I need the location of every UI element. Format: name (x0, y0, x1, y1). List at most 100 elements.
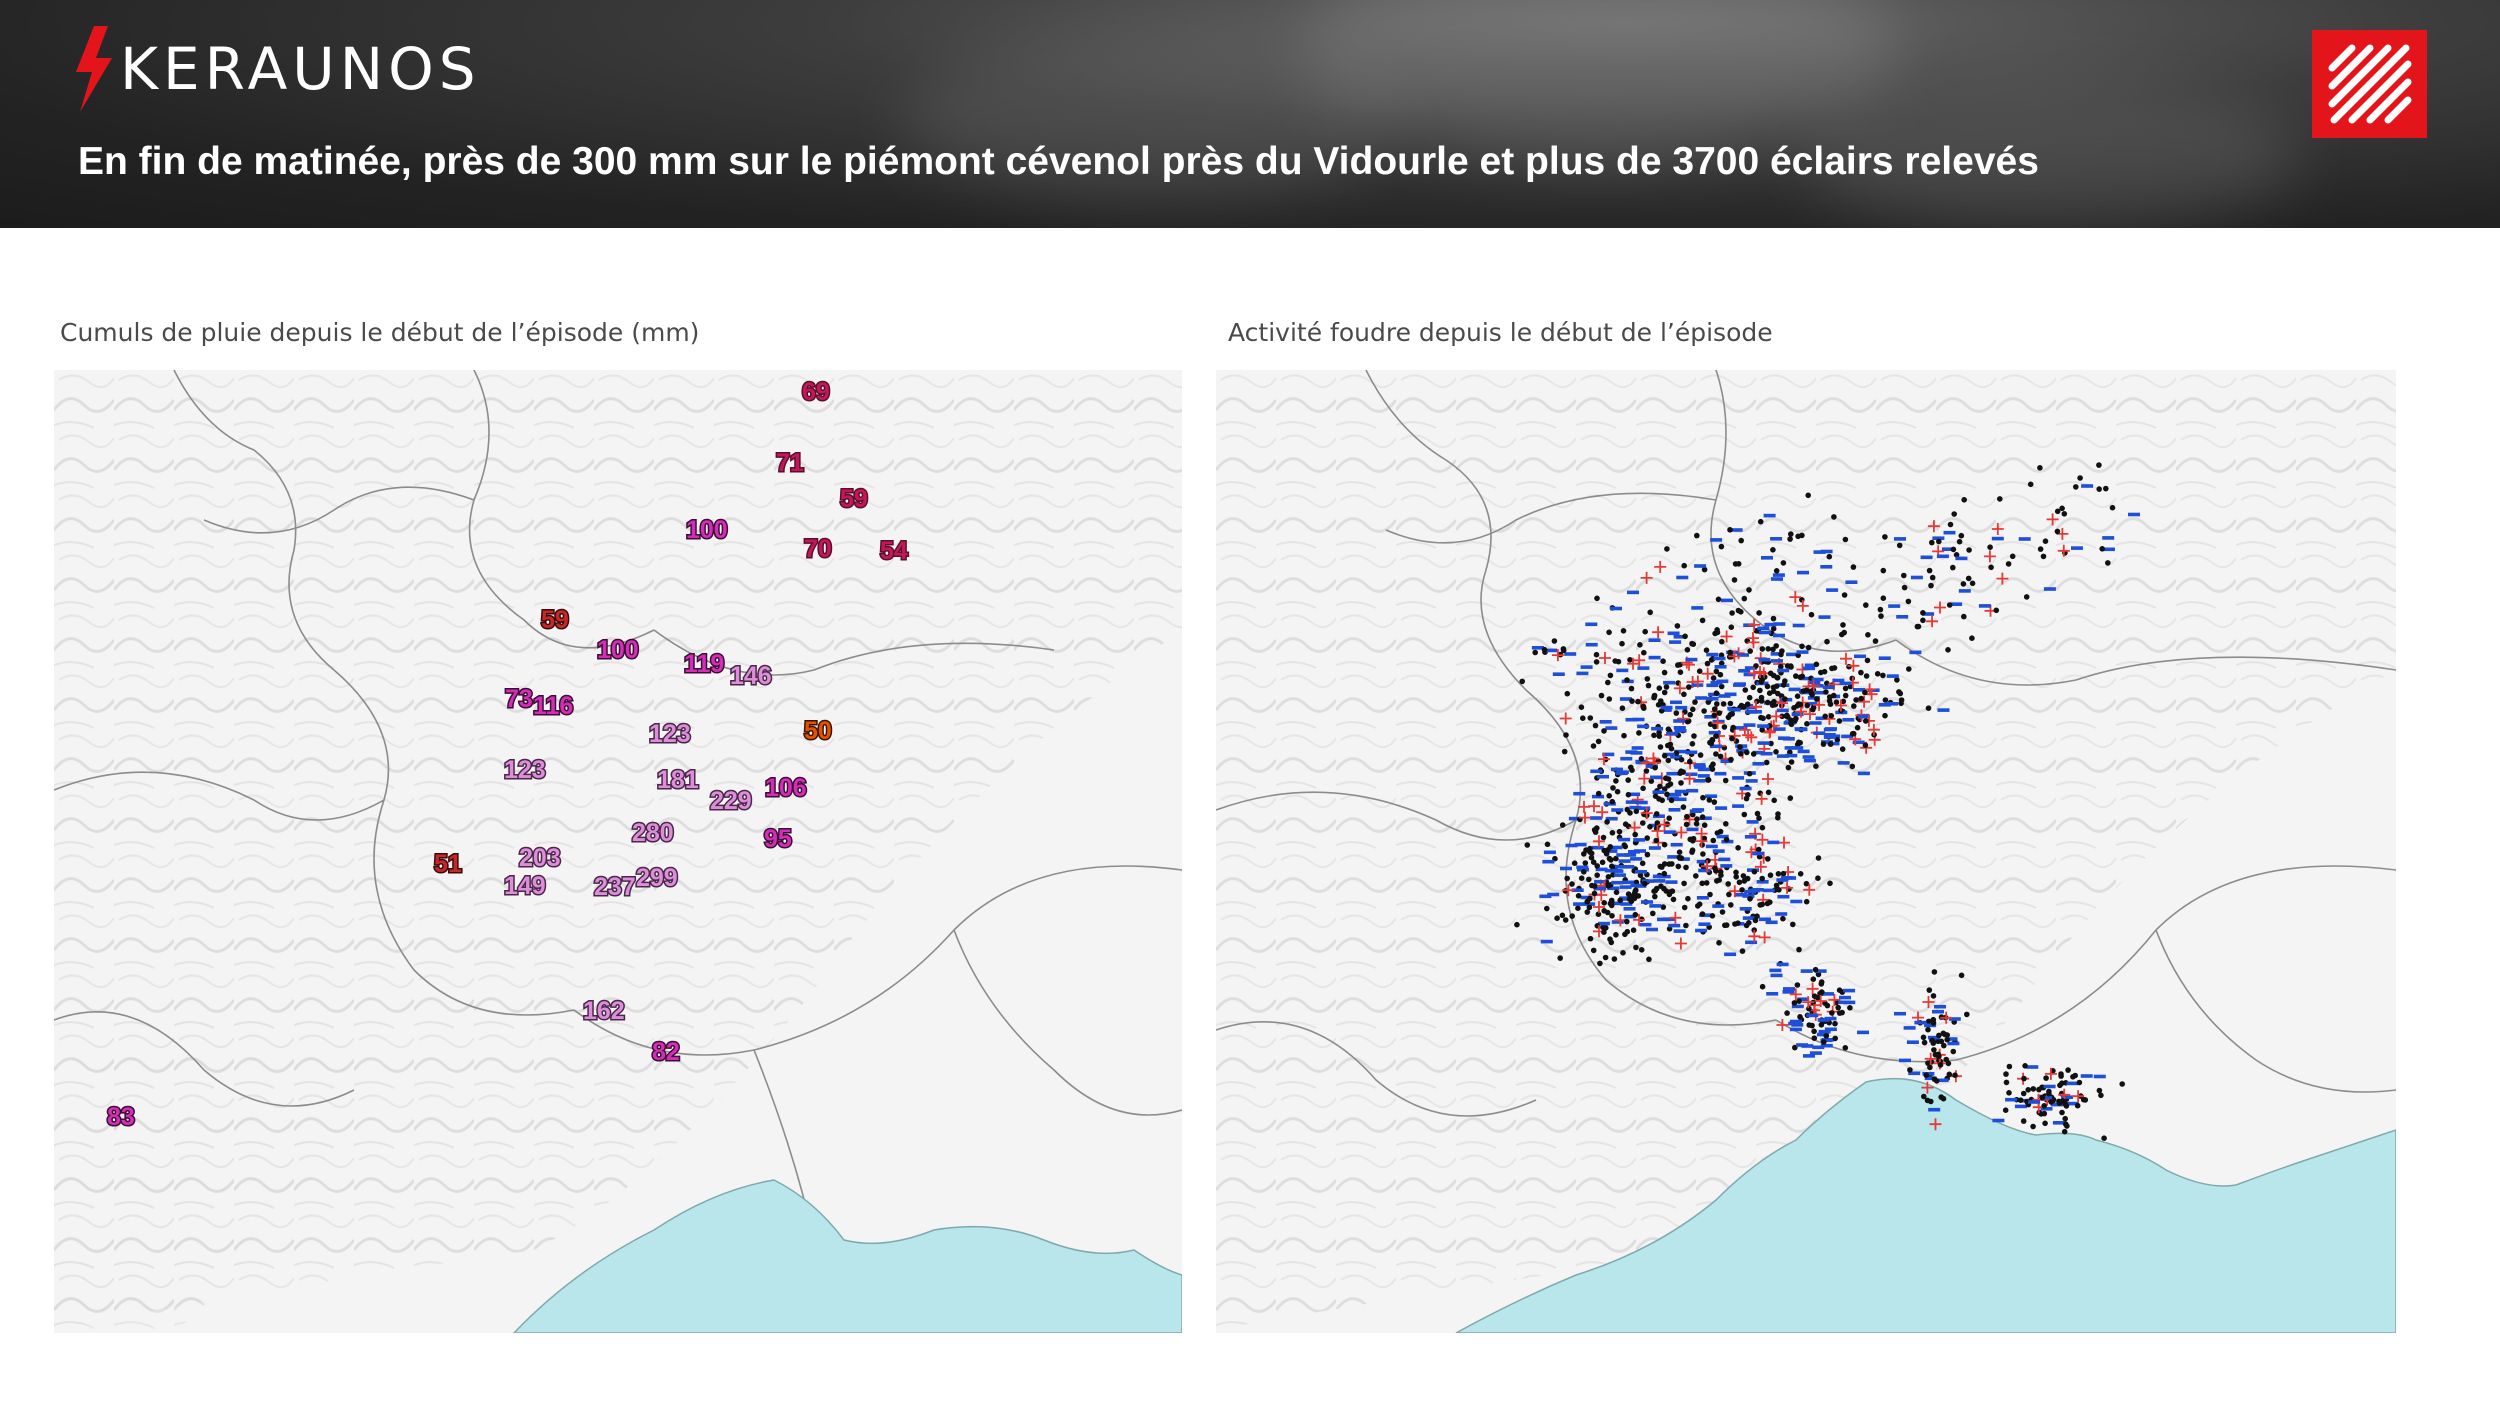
cloud-to-cloud-strike (1664, 546, 1670, 552)
negative-strike (1610, 845, 1623, 850)
rain-value-label: 181 (657, 766, 699, 794)
negative-strike (1932, 536, 1945, 540)
cloud-to-cloud-strike (1787, 749, 1793, 755)
negative-strike (1605, 726, 1618, 730)
negative-strike (1674, 729, 1687, 733)
sea (512, 1179, 1182, 1333)
negative-strike (1594, 886, 1607, 891)
negative-strike (1760, 751, 1773, 756)
negative-strike (1843, 988, 1856, 993)
cloud-to-cloud-strike (1771, 797, 1777, 804)
positive-strike (1701, 860, 1714, 873)
cloud-to-cloud-strike (1569, 881, 1575, 887)
cloud-to-cloud-strike (1699, 617, 1706, 624)
negative-strike (1736, 748, 1749, 753)
relief-shading (1216, 370, 2396, 1330)
brand-stripes-logo[interactable] (2312, 30, 2427, 138)
cloud-to-cloud-strike (1665, 742, 1671, 749)
cloud-to-cloud-strike (1933, 1078, 1940, 1084)
cloud-to-cloud-strike (2073, 484, 2079, 490)
negative-strike (1619, 885, 1632, 889)
cloud-to-cloud-strike (1794, 982, 1801, 988)
cloud-to-cloud-strike (1661, 689, 1668, 696)
cloud-to-cloud-strike (1652, 793, 1659, 799)
cloud-to-cloud-strike (1929, 539, 1935, 546)
cloud-to-cloud-strike (1901, 584, 1908, 591)
cloud-to-cloud-strike (1581, 869, 1587, 875)
cloud-to-cloud-strike (1644, 851, 1651, 858)
cloud-to-cloud-strike (1611, 956, 1618, 962)
negative-strike (1804, 663, 1817, 668)
cloud-to-cloud-strike (1759, 875, 1765, 882)
cloud-to-cloud-strike (1928, 582, 1934, 589)
cloud-to-cloud-strike (1673, 710, 1680, 716)
cloud-to-cloud-strike (1681, 880, 1687, 887)
cloud-to-cloud-strike (1648, 778, 1655, 784)
negative-strike (1697, 767, 1710, 772)
cloud-to-cloud-strike (1575, 893, 1582, 899)
negative-strike (2128, 512, 2140, 517)
cloud-to-cloud-strike (2006, 1063, 2013, 1070)
rain-value-label: 69 (802, 378, 830, 406)
cloud-to-cloud-strike (1571, 860, 1578, 866)
cloud-to-cloud-strike (1940, 1095, 1947, 1102)
negative-strike (1539, 894, 1552, 899)
cloud-to-cloud-strike (1544, 841, 1551, 848)
cloud-to-cloud-strike (1842, 536, 1849, 543)
cloud-to-cloud-strike (1637, 872, 1644, 879)
cloud-to-cloud-strike (1765, 789, 1772, 796)
negative-strike (1623, 907, 1636, 911)
positive-strike (1579, 811, 1591, 824)
keraunos-logo[interactable]: KERAUNOS (74, 26, 481, 112)
cloud-to-cloud-strike (1661, 841, 1668, 848)
negative-strike (1807, 696, 1820, 700)
cloud-to-cloud-strike (1906, 666, 1912, 672)
negative-strike (1619, 697, 1632, 701)
cloud-to-cloud-strike (1842, 692, 1849, 699)
cloud-to-cloud-strike (2101, 1135, 2107, 1141)
cloud-to-cloud-strike (1936, 538, 1942, 545)
cloud-to-cloud-strike (1828, 713, 1835, 719)
cloud-to-cloud-strike (1760, 715, 1766, 722)
rain-labels: 69 71 59 100 70 54 59 100 119 146 73 116 123 50 123 181… (106, 377, 910, 1133)
rain-map[interactable]: 69 71 59 100 70 54 59 100 119 146 73 116 123 50 123 181… (54, 370, 1182, 1333)
cloud-to-cloud-strike (1829, 1010, 1835, 1016)
cloud-to-cloud-strike (1776, 887, 1782, 893)
negative-strike (2043, 587, 2056, 591)
cloud-to-cloud-strike (1689, 849, 1695, 855)
cloud-to-cloud-strike (1606, 793, 1612, 799)
negative-strike (1858, 714, 1871, 719)
cloud-to-cloud-strike (1602, 954, 1609, 961)
cloud-to-cloud-strike (1578, 875, 1585, 881)
cloud-to-cloud-strike (1646, 956, 1652, 963)
positive-strike (1926, 615, 1939, 628)
cloud-to-cloud-strike (1716, 940, 1722, 946)
negative-strike (1896, 615, 1909, 619)
negative-strike (1657, 917, 1669, 922)
cloud-to-cloud-strike (1620, 628, 1627, 634)
negative-strike (1751, 888, 1764, 892)
cloud-to-cloud-strike (1862, 689, 1868, 696)
negative-strike (1648, 655, 1661, 660)
cloud-to-cloud-strike (1551, 638, 1558, 644)
cloud-to-cloud-strike (1564, 875, 1570, 882)
cloud-to-cloud-strike (1569, 913, 1575, 919)
cloud-to-cloud-strike (2017, 1097, 2024, 1103)
rain-value-label: 59 (840, 485, 868, 513)
cloud-to-cloud-strike (1687, 711, 1693, 718)
cloud-to-cloud-strike (1670, 896, 1677, 903)
negative-strike (1712, 849, 1725, 853)
negative-strike (1641, 900, 1653, 904)
positive-strike (1758, 931, 1771, 944)
cloud-to-cloud-strike (1587, 845, 1593, 852)
cloud-to-cloud-strike (1836, 718, 1843, 724)
cloud-to-cloud-strike (2099, 546, 2105, 552)
lightning-map[interactable] (1216, 370, 2396, 1333)
negative-strike (1571, 888, 1584, 892)
cloud-to-cloud-strike (1951, 511, 1957, 517)
negative-strike (1811, 677, 1824, 682)
cloud-to-cloud-strike (1668, 745, 1675, 752)
cloud-to-cloud-strike (1874, 671, 1881, 677)
cloud-to-cloud-strike (2037, 546, 2044, 552)
cloud-to-cloud-strike (1660, 658, 1666, 664)
